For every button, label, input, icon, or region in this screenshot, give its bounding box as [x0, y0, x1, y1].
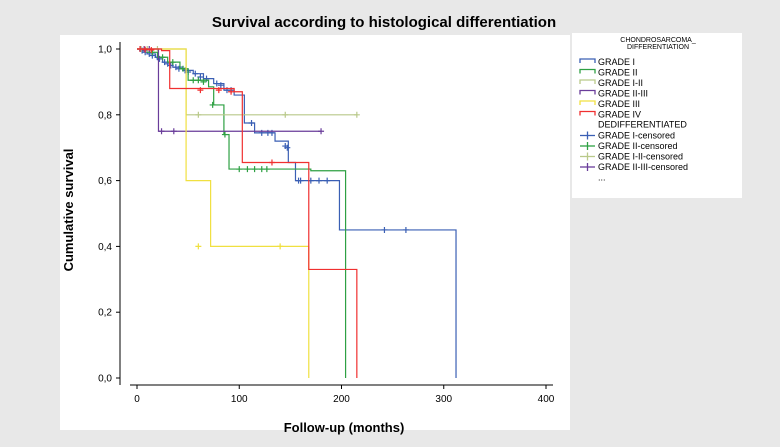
legend-label: ...: [598, 173, 606, 183]
censor-mark: [190, 77, 197, 84]
legend-item: GRADE III: [579, 99, 640, 109]
censor-mark: [248, 120, 255, 127]
censor-mark: [402, 226, 409, 233]
legend-label: GRADE II-censored: [598, 141, 678, 151]
censor-mark: [167, 62, 174, 69]
censor-mark: [221, 131, 228, 138]
censor-mark: [197, 73, 204, 80]
censor-mark: [324, 177, 331, 184]
censor-mark: [195, 111, 202, 118]
censor-mark: [209, 101, 216, 108]
censor-mark: [353, 111, 360, 118]
legend-item: GRADE II-III-censored: [580, 162, 688, 172]
censor-mark: [142, 46, 149, 53]
censor-mark: [169, 59, 176, 66]
legend-swatch: [579, 58, 596, 63]
censor-mark: [158, 128, 165, 135]
legend-swatch: [579, 79, 596, 84]
series-6: [137, 46, 358, 378]
legend-swatch: [579, 89, 596, 95]
legend-swatch: [579, 68, 596, 74]
survival-curve: [137, 48, 310, 378]
y-tick-label: 1,0: [98, 45, 112, 56]
legend-item: GRADE I-censored: [580, 131, 675, 141]
chart-title: Survival according to histological diffe…: [212, 14, 556, 31]
censor-mark: [217, 82, 224, 89]
y-tick-label: 0,6: [98, 176, 112, 187]
legend-label: GRADE I-II: [598, 78, 643, 88]
censor-mark: [192, 70, 199, 77]
legend-label: GRADE I-II-censored: [598, 152, 683, 162]
censor-mark: [284, 144, 291, 151]
censor-mark: [213, 80, 220, 87]
censor-mark: [159, 54, 166, 61]
censor-mark: [251, 166, 258, 173]
censor-mark: [228, 88, 235, 95]
censor-mark: [161, 59, 168, 66]
censor-mark: [263, 166, 270, 173]
censor-mark: [258, 166, 265, 173]
survival-curve: [137, 48, 358, 378]
series-5: [137, 48, 310, 378]
legend-item: GRADE II-censored: [580, 141, 678, 151]
y-tick-label: 0,2: [98, 308, 112, 319]
legend-item: ...: [598, 173, 606, 183]
axes: 0 100 200 300 400 0,0 0,2 0,4 0,6 0,8 1,0: [98, 42, 555, 405]
y-tick-label: 0,8: [98, 110, 112, 121]
y-axis-title: Cumulative survival: [61, 149, 76, 272]
censor-mark: [268, 159, 275, 166]
plot-background: [60, 35, 570, 430]
censor-mark: [215, 87, 222, 94]
censor-mark: [282, 111, 289, 118]
legend-item: GRADE I-II-censored: [580, 152, 683, 162]
y-tick-label: 0,4: [98, 242, 112, 253]
legend-label: GRADE II-III-censored: [598, 162, 688, 172]
legend-item: GRADE I-II: [579, 78, 643, 88]
x-tick-label: 0: [134, 394, 140, 405]
legend-swatch: [579, 100, 596, 105]
x-tick-label: 400: [538, 394, 555, 405]
legend-swatch: [579, 110, 596, 116]
censor-mark: [318, 128, 325, 135]
x-tick-label: 100: [231, 394, 248, 405]
x-tick-label: 300: [435, 394, 452, 405]
censor-mark: [236, 166, 243, 173]
series-layer: [137, 46, 457, 378]
censor-mark: [172, 64, 179, 71]
censor-mark: [170, 128, 177, 135]
censor-mark: [137, 46, 144, 52]
legend-label: GRADE III: [598, 99, 640, 109]
censor-mark: [180, 65, 187, 72]
legend-title: CHONDROSARCOMA_: [620, 37, 696, 44]
censor-mark: [277, 243, 284, 250]
censor-mark: [381, 226, 388, 233]
x-tick-label: 200: [333, 394, 350, 405]
legend-title: DIFFERENTIATION: [627, 44, 689, 51]
legend-label: GRADE II-III: [598, 89, 648, 99]
censor-mark: [316, 177, 323, 184]
censor-mark: [148, 46, 155, 53]
legend-label: GRADE I: [598, 57, 635, 67]
legend-item: GRADE II-III: [579, 89, 648, 99]
legend-label: GRADE II: [598, 68, 638, 78]
legend-label: GRADE I-censored: [598, 131, 675, 141]
y-tick-label: 0,0: [98, 374, 112, 385]
censor-mark: [197, 87, 204, 94]
legend-item: GRADE II: [579, 68, 638, 78]
legend-background: [572, 33, 742, 198]
legend-label: GRADE IV: [598, 110, 641, 120]
censor-mark: [195, 77, 202, 84]
legend-label: DEDIFFERENTIATED: [598, 120, 687, 130]
censor-mark: [195, 243, 202, 250]
x-axis-title: Follow-up (months): [284, 420, 405, 435]
legend-item: GRADE I: [579, 57, 635, 67]
censor-mark: [200, 78, 207, 85]
censor-mark: [297, 177, 304, 184]
censor-mark: [244, 166, 251, 173]
